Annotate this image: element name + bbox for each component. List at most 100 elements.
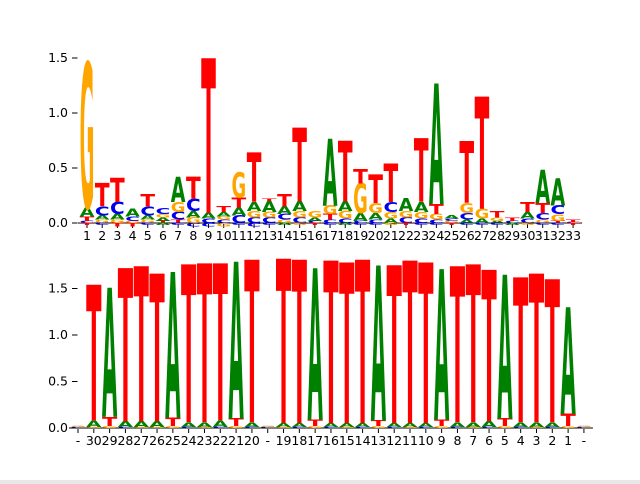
logo-letter-A: A xyxy=(232,206,247,218)
logo-letter-G: G xyxy=(247,210,262,220)
y-tick-label: 0.0 xyxy=(48,420,68,435)
x-tick-label: - xyxy=(265,433,270,448)
logo-letter-A: A xyxy=(545,421,562,429)
logo-letter-A: A xyxy=(292,422,309,428)
logo-letter-T: T xyxy=(277,192,293,211)
logo-letter-neg-C: C xyxy=(535,222,550,226)
logo-letter-G: G xyxy=(140,219,155,224)
logo-letter-T: T xyxy=(429,202,445,218)
logo-letter-neg-A: A xyxy=(277,222,292,226)
x-tick-label: - xyxy=(76,433,81,448)
logo-letter-A: A xyxy=(429,50,444,243)
logo-letter-G: G xyxy=(70,425,86,427)
logo-letter-G: G xyxy=(338,209,353,221)
logo-letter-T: T xyxy=(338,124,353,221)
logo-letter-G: G xyxy=(414,211,429,221)
logo-letter-neg-G: G xyxy=(383,222,398,226)
logo-letter-T: T xyxy=(232,195,248,211)
logo-letter-T: T xyxy=(118,228,133,472)
y-tick-label: 1.5 xyxy=(48,281,68,296)
logo-letter-T: T xyxy=(308,419,325,429)
logo-letter-T: T xyxy=(459,126,474,224)
logo-letter-T: T xyxy=(402,218,417,477)
logo-letter-G: G xyxy=(277,219,292,224)
logo-letter-T: T xyxy=(551,220,566,224)
x-tick-label: 9 xyxy=(438,433,446,448)
logo-letter-G: G xyxy=(371,426,386,429)
logo-letter-C: C xyxy=(551,203,566,217)
logo-letter-C: C xyxy=(323,427,338,429)
logo-letter-C: C xyxy=(292,427,307,429)
logo-letter-A: A xyxy=(459,219,474,224)
logo-letter-G: G xyxy=(262,212,277,221)
x-tick-label: 2 xyxy=(98,228,106,243)
logo-letter-T: T xyxy=(566,219,581,223)
logo-letter-A: A xyxy=(402,422,419,428)
y-tick-label: 1.5 xyxy=(48,50,68,65)
logo-letter-T: T xyxy=(545,240,560,469)
x-tick-label: 1 xyxy=(564,433,572,448)
logo-letter-T: T xyxy=(201,17,216,264)
logo-letter-C: C xyxy=(387,427,402,429)
x-tick-label: 16 xyxy=(323,433,339,448)
x-tick-label: 18 xyxy=(337,228,353,243)
logo-letter-A: A xyxy=(80,206,95,220)
logo-letter-G: G xyxy=(260,425,276,427)
x-tick-label: 10 xyxy=(418,433,434,448)
logo-letter-C: C xyxy=(414,217,429,224)
logo-letter-C: C xyxy=(260,427,275,429)
logo-letter-T: T xyxy=(165,415,182,429)
logo-letter-A: A xyxy=(338,198,354,214)
logo-letter-C: C xyxy=(535,212,550,222)
logo-letter-neg-T: T xyxy=(110,222,127,227)
logo-letter-T: T xyxy=(186,172,201,207)
logo-letter-C: C xyxy=(156,208,171,217)
logo-letter-neg-C: C xyxy=(459,222,474,226)
x-tick-label: 29 xyxy=(504,228,520,243)
logo-letter-C: C xyxy=(308,220,323,224)
logo-letter-G: G xyxy=(529,427,545,429)
logo-letter-G: G xyxy=(399,210,414,220)
x-tick-label: 25 xyxy=(444,228,460,243)
logo-letter-G: G xyxy=(86,427,102,429)
x-tick-label: 28 xyxy=(117,433,133,448)
logo-letter-T: T xyxy=(513,239,528,471)
logo-letter-T: T xyxy=(149,233,164,469)
logo-letter-A: A xyxy=(262,199,277,217)
logo-letter-G: G xyxy=(197,427,213,429)
x-tick-label: 13 xyxy=(261,228,277,243)
x-tick-label: 12 xyxy=(246,228,262,243)
logo-letter-T: T xyxy=(383,153,398,214)
logo-letter-T: T xyxy=(475,66,490,245)
logo-letter-G: G xyxy=(429,214,444,223)
logo-letter-T: T xyxy=(450,223,465,473)
logo-letter-A: A xyxy=(171,171,186,212)
logo-letter-A: A xyxy=(308,217,323,222)
logo-letter-T: T xyxy=(80,215,96,222)
logo-letter-G: G xyxy=(459,201,474,217)
logo-letter-C: C xyxy=(481,427,496,429)
logo-letter-G: G xyxy=(560,426,575,429)
logo-letter-G: G xyxy=(216,216,231,221)
logo-letter-T: T xyxy=(497,418,513,429)
logo-letter-T: T xyxy=(368,166,383,213)
logo-letter-T: T xyxy=(292,217,307,477)
logo-letter-T: T xyxy=(95,177,110,215)
logo-letter-C: C xyxy=(429,219,444,224)
logo-letter-A: A xyxy=(371,223,386,472)
logo-letter-G: G xyxy=(551,213,566,223)
x-tick-label: 22 xyxy=(398,228,414,243)
logo-letter-neg-C: C xyxy=(414,222,429,226)
logo-letter-T: T xyxy=(505,217,522,222)
logo-letter-G: G xyxy=(125,220,140,224)
x-tick-label: 1 xyxy=(83,228,91,243)
logo-letter-A: A xyxy=(497,235,512,465)
logo-letter-G: G xyxy=(434,426,449,429)
logo-letter-A: A xyxy=(308,228,323,470)
logo-letter-G: G xyxy=(276,427,292,429)
logo-letter-C: C xyxy=(140,204,155,218)
logo-letter-A: A xyxy=(535,162,550,214)
x-tick-label: 31 xyxy=(535,228,551,243)
